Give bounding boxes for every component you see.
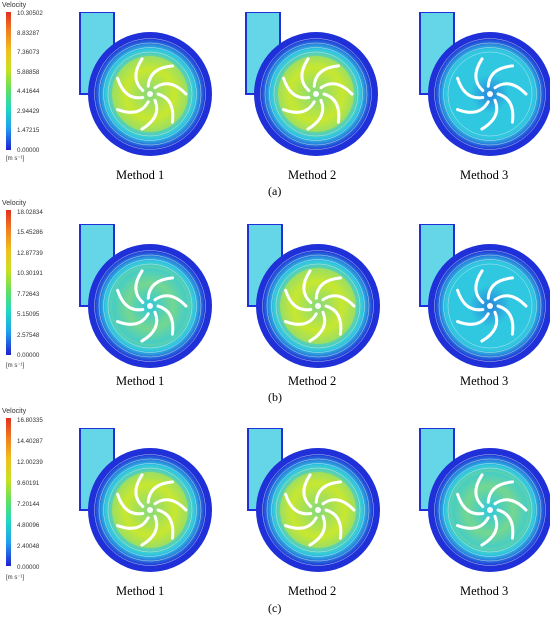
- method-1-label-b: Method 1: [116, 374, 165, 388]
- method-3-label-b: Method 3: [460, 374, 509, 388]
- legend-tick: 4.80096: [17, 522, 40, 529]
- legend-title-c: Velocity: [2, 408, 27, 415]
- legend-tick: 0.00000: [17, 352, 40, 359]
- legend-tick: 12.00239: [17, 459, 43, 466]
- legend-colorbar-c: [6, 418, 11, 566]
- panel-label-a: (a): [268, 184, 282, 198]
- panel-b: Velocity 18.02834 15.45286 12.87739 10.3…: [0, 200, 550, 408]
- panel-label-b: (b): [268, 390, 282, 404]
- legend-tick: 7.20144: [17, 501, 40, 508]
- velocity-legend-b: Velocity 18.02834 15.45286 12.87739 10.3…: [2, 200, 62, 370]
- pump-flow-field-method-3-a: [419, 12, 550, 156]
- legend-tick: 1.47215: [17, 127, 40, 134]
- pump-flow-field-method-2-a: [245, 12, 378, 156]
- legend-tick: 12.87739: [17, 250, 43, 257]
- legend-unit-c: [m s⁻¹]: [6, 575, 25, 581]
- method-3-label-a: Method 3: [460, 168, 509, 182]
- legend-tick: 15.45286: [17, 229, 43, 236]
- pump-flow-field-method-1-a: [79, 12, 212, 156]
- legend-tick: 5.88858: [17, 69, 40, 76]
- pump-flow-field-method-1-c: [79, 428, 212, 572]
- legend-unit-a: [m s⁻¹]: [6, 156, 25, 162]
- legend-title-a: Velocity: [2, 2, 27, 9]
- legend-tick: 8.83287: [17, 30, 40, 37]
- method-1-label-c: Method 1: [116, 584, 165, 598]
- legend-tick: 4.41644: [17, 88, 40, 95]
- legend-tick: 7.72643: [17, 291, 40, 298]
- legend-tick: 0.00000: [17, 147, 40, 154]
- method-3-label-c: Method 3: [460, 584, 509, 598]
- legend-tick: 10.30191: [17, 270, 43, 277]
- legend-tick: 7.36073: [17, 49, 40, 56]
- method-2-label-b: Method 2: [288, 374, 337, 388]
- pump-flow-field-method-2-c: [247, 428, 380, 572]
- pump-flow-field-method-2-b: [247, 224, 380, 368]
- legend-tick: 9.60191: [17, 480, 40, 487]
- panel-a: Velocity 10.30502 8.83287 7.36073 5.8885…: [0, 0, 550, 200]
- legend-tick: 2.94429: [17, 108, 40, 115]
- velocity-legend-c: Velocity 16.80335 14.40287 12.00239 9.60…: [2, 408, 62, 581]
- method-2-label-c: Method 2: [288, 584, 337, 598]
- legend-tick: 14.40287: [17, 438, 43, 445]
- legend-unit-b: [m s⁻¹]: [6, 363, 25, 369]
- method-1-label-a: Method 1: [116, 168, 165, 182]
- legend-tick: 0.00000: [17, 564, 40, 571]
- legend-tick: 10.30502: [17, 10, 43, 17]
- pump-flow-field-method-3-c: [419, 428, 550, 572]
- legend-tick: 18.02834: [17, 209, 43, 216]
- legend-title-b: Velocity: [2, 200, 27, 207]
- legend-tick: 5.15095: [17, 311, 40, 318]
- velocity-legend-a: Velocity 10.30502 8.83287 7.36073 5.8885…: [2, 2, 62, 162]
- legend-tick: 2.40048: [17, 543, 40, 550]
- panel-label-c: (c): [268, 601, 282, 615]
- legend-tick: 16.80335: [17, 417, 43, 424]
- method-2-label-a: Method 2: [288, 168, 337, 182]
- legend-colorbar-b: [6, 210, 11, 355]
- pump-flow-field-method-1-b: [79, 224, 212, 368]
- pump-flow-field-method-3-b: [419, 224, 550, 368]
- panel-c: Velocity 16.80335 14.40287 12.00239 9.60…: [0, 408, 550, 619]
- legend-tick: 2.57548: [17, 332, 40, 339]
- legend-colorbar-a: [6, 12, 11, 150]
